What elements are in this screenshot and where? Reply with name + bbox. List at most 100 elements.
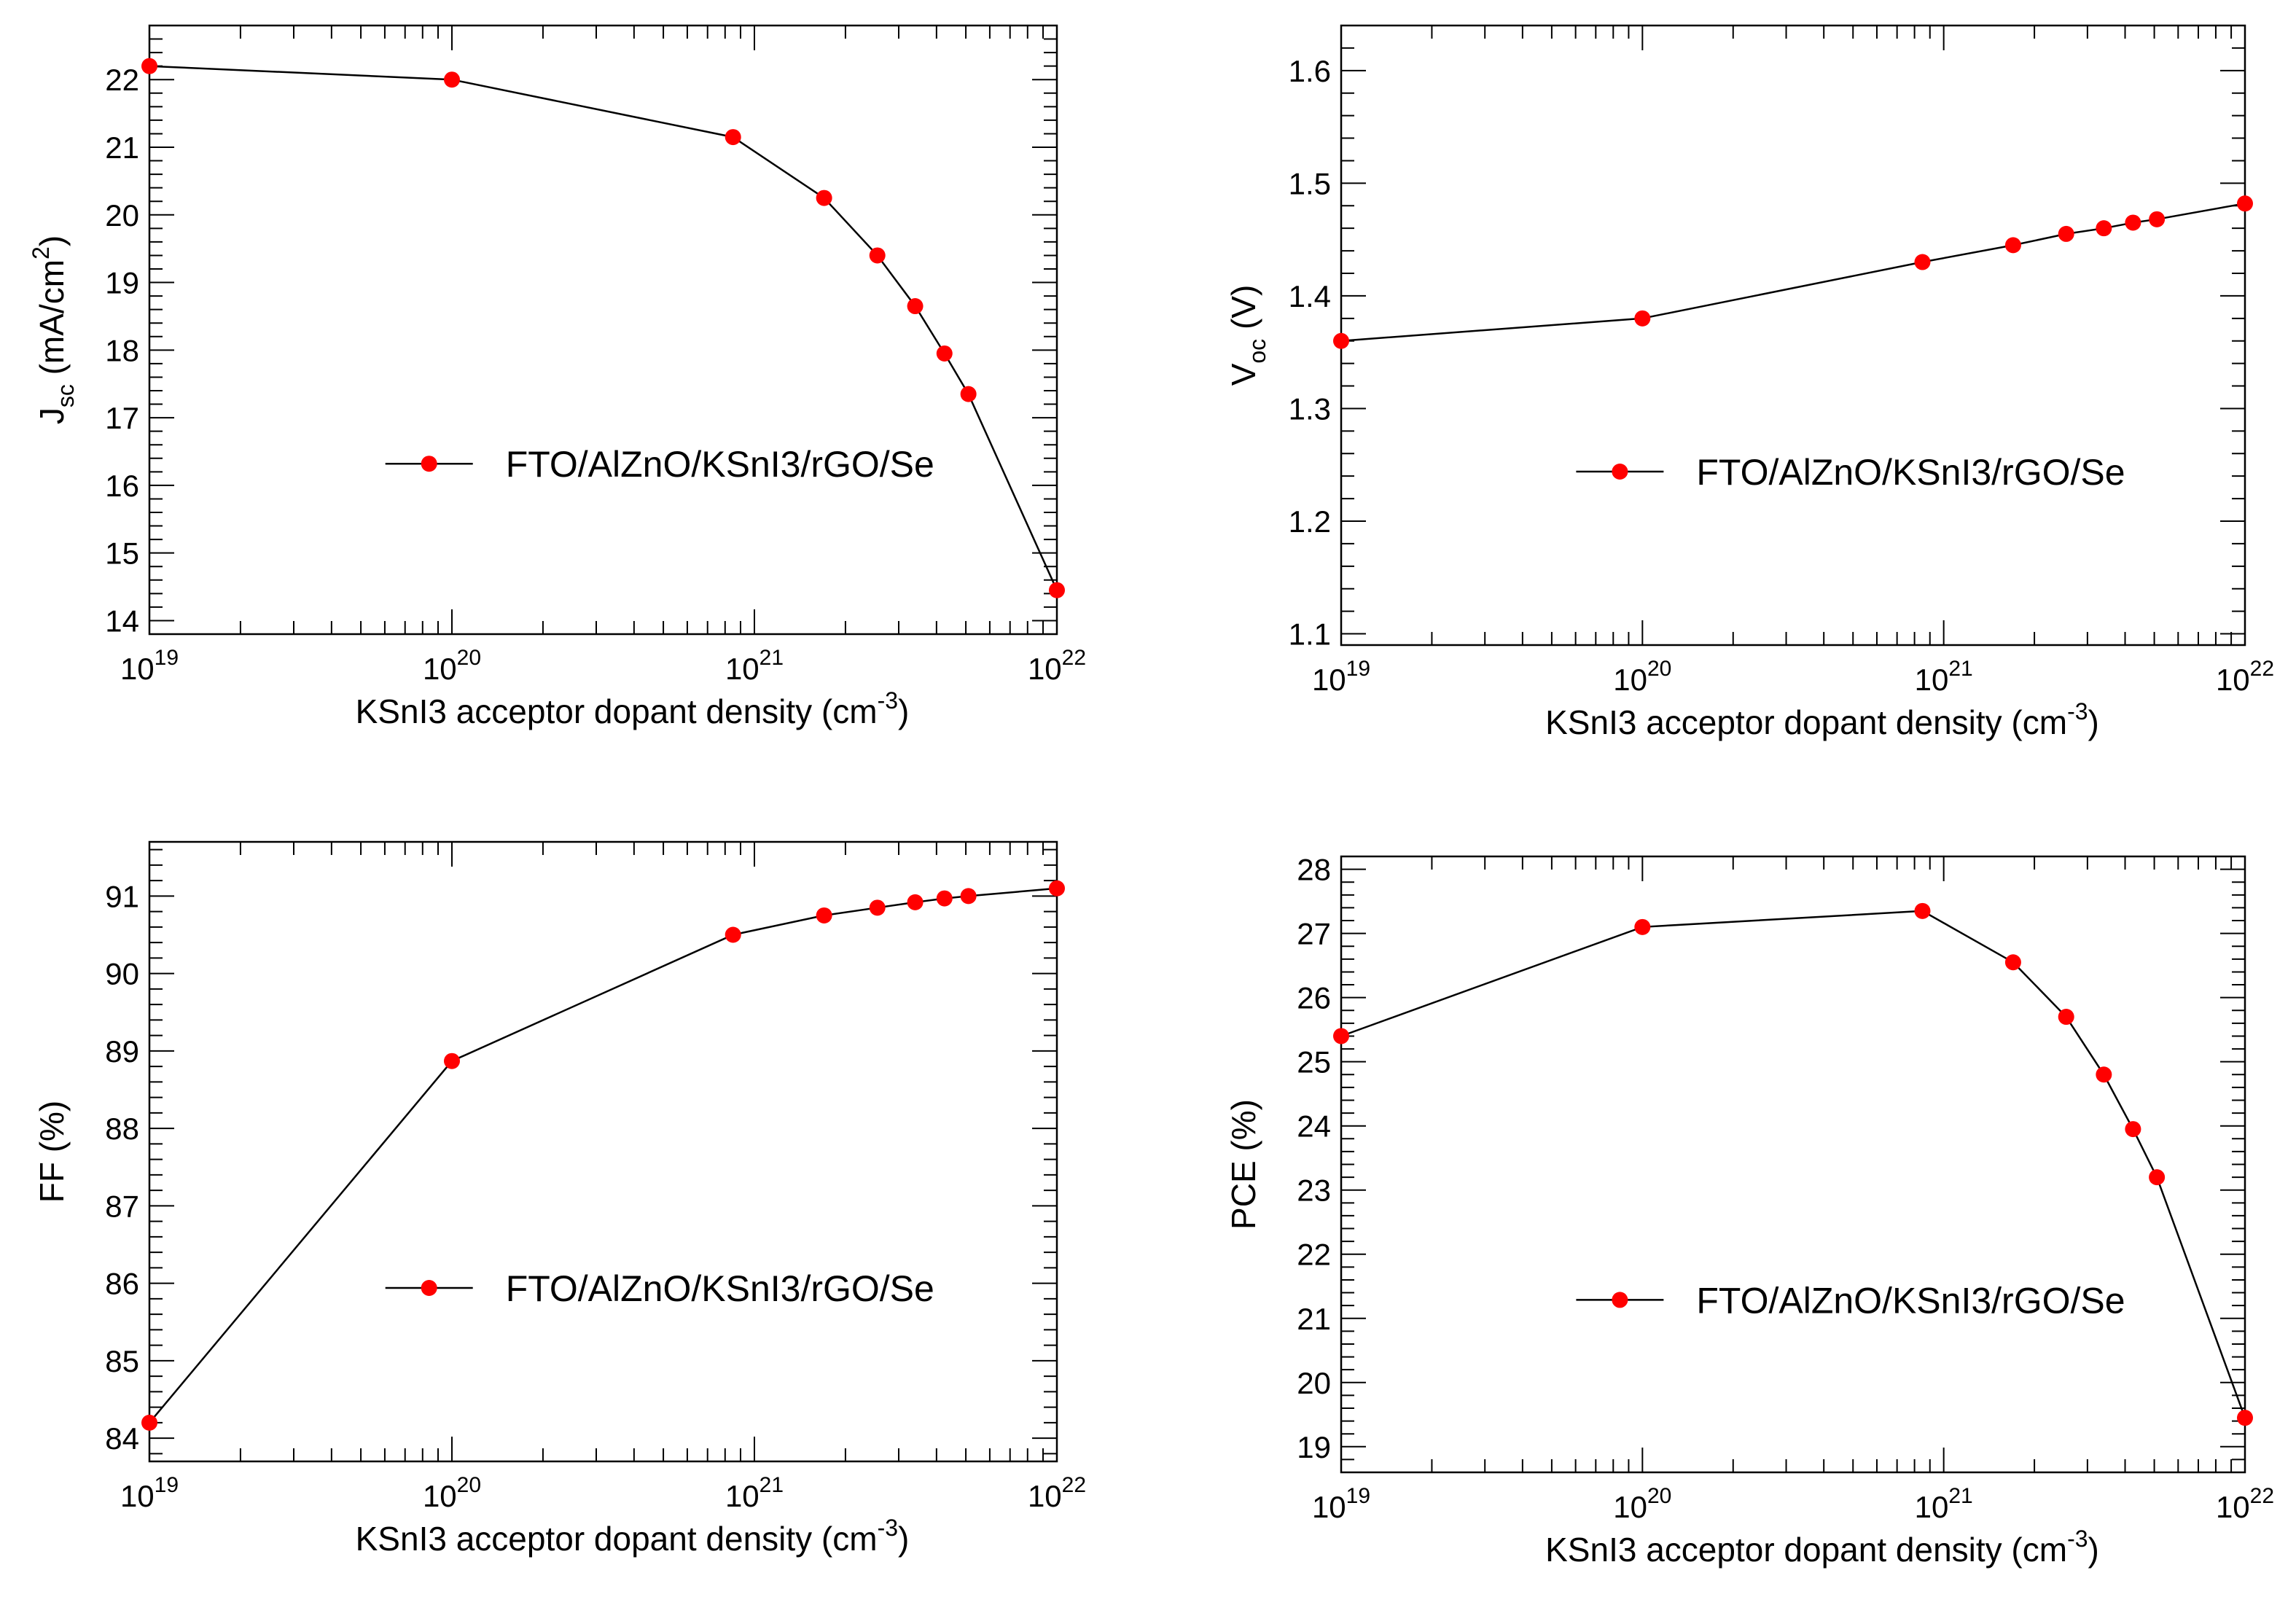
x-tick-label: 1021: [1915, 657, 1973, 697]
y-tick-label: 1.6: [1289, 54, 1331, 88]
data-point: [2058, 1009, 2074, 1026]
series-line: [1340, 910, 2246, 1418]
data-point: [960, 386, 977, 402]
y-tick-label: 84: [105, 1421, 139, 1456]
x-tick-label: 1022: [2216, 657, 2274, 697]
data-point: [1333, 332, 1349, 349]
x-tick-label: 1020: [1613, 1484, 1671, 1524]
data-point: [907, 298, 924, 315]
y-axis-ticks: [1341, 868, 2245, 1473]
data-point: [141, 1414, 157, 1431]
legend-label: FTO/AlZnO/KSnI3/rGO/Se: [1696, 452, 2125, 493]
series-line: [149, 65, 1058, 591]
y-tick-label: 19: [105, 266, 139, 300]
x-axis-title: KSnI3 acceptor dopant density (cm-3): [356, 1515, 910, 1558]
data-point: [444, 71, 460, 88]
y-tick-label: 28: [1297, 853, 1331, 887]
y-axis-title: Jsc (mA/cm2): [28, 235, 79, 424]
legend-marker: [1612, 1292, 1628, 1308]
data-point: [2125, 1121, 2141, 1138]
data-point: [2149, 211, 2166, 227]
x-axis-ticks: [149, 842, 1058, 1461]
x-tick-label: 1020: [423, 1473, 481, 1513]
data-point: [2096, 1066, 2112, 1083]
y-axis-title: PCE (%): [1225, 1099, 1262, 1230]
legend-marker: [1612, 464, 1628, 480]
y-tick-label: 87: [105, 1189, 139, 1223]
data-point: [1634, 310, 1651, 327]
x-tick-label: 1022: [2216, 1484, 2274, 1524]
x-tick-label: 1019: [120, 1473, 179, 1513]
legend-label: FTO/AlZnO/KSnI3/rGO/Se: [1696, 1280, 2125, 1321]
y-tick-label: 88: [105, 1112, 139, 1146]
x-axis-ticks: [1340, 26, 2246, 645]
data-point: [816, 190, 832, 206]
y-tick-label: 1.4: [1289, 279, 1331, 313]
y-tick-label: 22: [1297, 1238, 1331, 1272]
legend: FTO/AlZnO/KSnI3/rGO/Se: [385, 1268, 934, 1309]
data-point: [2125, 214, 2141, 231]
y-tick-label: 15: [105, 536, 139, 571]
data-point: [1049, 582, 1065, 598]
x-tick-label: 1022: [1028, 646, 1086, 686]
plot-frame: [148, 24, 1058, 636]
legend-marker: [421, 1280, 437, 1296]
data-point: [2237, 1410, 2253, 1426]
chart-jsc: 1019 1020 1021 1022 14 15 16 17 18 19 20 21 22 KSnI3 …: [28, 24, 1086, 730]
y-tick-label: 27: [1297, 917, 1331, 951]
data-point: [725, 926, 741, 943]
y-axis-title: FF (%): [33, 1101, 71, 1203]
y-tick-label: 14: [105, 604, 139, 638]
y-axis-ticks: [149, 848, 1057, 1455]
chart-voc: 1019 1020 1021 1022 1.1 1.2 1.3 1.4 1.5 1.6 KSnI3 …: [1225, 24, 2274, 741]
y-tick-label: 21: [1297, 1302, 1331, 1336]
y-tick-label: 16: [105, 469, 139, 503]
y-tick-label: 24: [1297, 1109, 1331, 1144]
x-tick-label: 1020: [423, 646, 481, 686]
plot-frame: [1340, 24, 2246, 647]
data-point: [907, 894, 924, 910]
legend: FTO/AlZnO/KSnI3/rGO/Se: [385, 444, 934, 485]
y-tick-label: 20: [105, 198, 139, 233]
y-tick-label: 85: [105, 1344, 139, 1378]
x-tick-label: 1019: [120, 646, 179, 686]
data-point: [869, 247, 886, 264]
y-tick-label: 1.1: [1289, 617, 1331, 652]
y-tick-label: 90: [105, 957, 139, 991]
y-tick-label: 86: [105, 1267, 139, 1301]
x-axis-ticks: [1340, 856, 2246, 1472]
y-tick-label: 23: [1297, 1174, 1331, 1208]
data-point: [725, 129, 741, 146]
data-point: [960, 888, 977, 905]
x-tick-label: 1019: [1312, 657, 1370, 697]
x-tick-label: 1021: [725, 1473, 784, 1513]
y-tick-label: 17: [105, 401, 139, 435]
y-tick-label: 1.2: [1289, 504, 1331, 539]
y-tick-label: 22: [105, 63, 139, 97]
y-tick-label: 1.5: [1289, 166, 1331, 200]
y-tick-label: 25: [1297, 1045, 1331, 1079]
x-tick-label: 1022: [1028, 1473, 1086, 1513]
data-point: [2004, 954, 2021, 971]
data-point: [1914, 902, 1931, 919]
data-point: [1914, 254, 1931, 270]
data-point: [444, 1053, 460, 1069]
chart-ff: 1019 1020 1021 1022 84 85 86 87 88 89 90 91 KSnI3 ac…: [33, 840, 1086, 1558]
x-axis-title: KSnI3 acceptor dopant density (cm-3): [1545, 1526, 2099, 1569]
y-tick-label: 91: [105, 879, 139, 913]
data-point: [2058, 225, 2074, 242]
x-tick-label: 1021: [1915, 1484, 1973, 1524]
data-point: [1333, 1028, 1349, 1044]
x-axis-title: KSnI3 acceptor dopant density (cm-3): [1545, 698, 2099, 741]
y-tick-label: 1.3: [1289, 391, 1331, 426]
data-point: [1049, 880, 1065, 897]
y-tick-label: 26: [1297, 981, 1331, 1015]
x-tick-label: 1019: [1312, 1484, 1370, 1524]
data-point: [816, 907, 832, 923]
plot-frame: [1340, 855, 2246, 1474]
data-point: [1634, 918, 1651, 935]
legend-label: FTO/AlZnO/KSnI3/rGO/Se: [506, 1268, 934, 1309]
legend-marker: [421, 456, 437, 472]
data-point: [2004, 237, 2021, 254]
